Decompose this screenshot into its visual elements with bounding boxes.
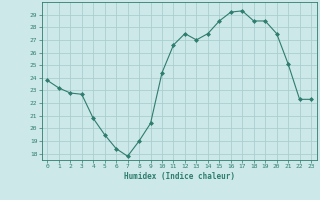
X-axis label: Humidex (Indice chaleur): Humidex (Indice chaleur) <box>124 172 235 181</box>
